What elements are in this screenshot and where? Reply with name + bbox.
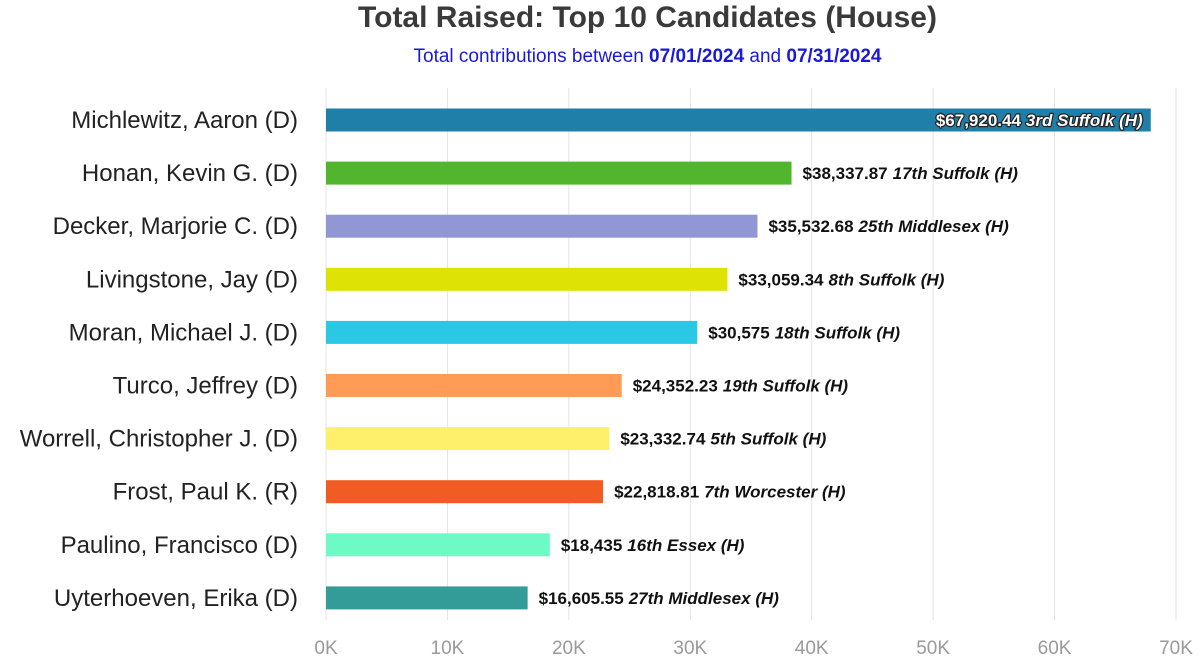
data-label-district: 7th Worcester (H) (704, 483, 846, 502)
data-label-value: $33,059.34 (738, 270, 824, 289)
bar (326, 267, 728, 291)
x-tick-label: 10K (431, 638, 465, 659)
category-label: Livingstone, Jay (D) (86, 266, 298, 293)
data-label-district: 27th Middlesex (H) (628, 589, 780, 608)
data-label: $35,532.68 25th Middlesex (H) (768, 217, 1009, 236)
data-label-value: $22,818.81 (614, 483, 699, 502)
data-label-value: $35,532.68 (768, 217, 853, 236)
data-label: $16,605.55 27th Middlesex (H) (539, 589, 780, 608)
category-label: Decker, Marjorie C. (D) (53, 213, 298, 240)
subtitle-end-date: 07/31/2024 (786, 46, 882, 67)
subtitle-connector: and (749, 46, 782, 67)
data-label-value: $67,920.44 (936, 111, 1022, 130)
data-label: $33,059.34 8th Suffolk (H) (738, 270, 944, 289)
data-labels: $67,920.44 3rd Suffolk (H) $38,337.87 17th … (539, 110, 1145, 608)
data-label-district: 17th Suffolk (H) (893, 164, 1019, 183)
subtitle-prefix: Total contributions between (413, 46, 644, 67)
category-label: Paulino, Francisco (D) (61, 532, 298, 559)
bar (326, 320, 698, 344)
x-tick-label: 0K (314, 638, 338, 659)
bar (326, 427, 610, 451)
category-labels: Michlewitz, Aaron (D) Honan, Kevin G. (D)… (20, 107, 298, 612)
data-label-district: 18th Suffolk (H) (775, 323, 901, 342)
data-label-value: $16,605.55 (539, 589, 624, 608)
data-label: $22,818.81 7th Worcester (H) (614, 483, 846, 502)
category-label: Uyterhoeven, Erika (D) (54, 585, 298, 612)
data-label-value: $18,435 (561, 536, 622, 555)
category-label: Turco, Jeffrey (D) (113, 373, 298, 400)
bar (326, 161, 792, 185)
category-label: Michlewitz, Aaron (D) (71, 107, 298, 134)
x-tick-label: 50K (916, 638, 950, 659)
data-label: $18,435 16th Essex (H) (561, 536, 745, 555)
x-axis-ticks: 0K 10K 20K 30K 40K 50K 60K 70K (314, 638, 1193, 659)
chart-subtitle: Total contributions between 07/01/2024 a… (0, 45, 1200, 69)
bars (326, 108, 1151, 610)
data-label-district: 5th Suffolk (H) (710, 430, 826, 449)
category-label: Worrell, Christopher J. (D) (20, 426, 298, 453)
x-tick-label: 30K (673, 638, 707, 659)
x-tick-label: 40K (795, 638, 829, 659)
x-tick-label: 60K (1038, 638, 1072, 659)
bar (326, 480, 604, 504)
data-label-value: $30,575 (708, 323, 769, 342)
chart-title: Total Raised: Top 10 Candidates (House) (358, 1, 937, 34)
x-tick-label: 70K (1159, 638, 1193, 659)
data-label-district: 8th Suffolk (H) (829, 270, 945, 289)
bar (326, 586, 528, 610)
bar (326, 214, 758, 238)
bar (326, 533, 550, 557)
data-label-value: $23,332.74 (620, 430, 706, 449)
x-tick-label: 20K (552, 638, 586, 659)
data-label-district: 3rd Suffolk (H) (1026, 111, 1143, 130)
data-label-district: 25th Middlesex (H) (858, 217, 1010, 236)
category-label: Frost, Paul K. (R) (113, 479, 298, 506)
data-label-value: $38,337.87 (803, 164, 888, 183)
data-label: $67,920.44 3rd Suffolk (H) (936, 111, 1143, 130)
data-label: $38,337.87 17th Suffolk (H) (803, 164, 1019, 183)
data-label-value: $24,352.23 (633, 377, 718, 396)
bar (326, 374, 622, 397)
category-label: Moran, Michael J. (D) (69, 319, 298, 346)
data-label: $23,332.74 5th Suffolk (H) (620, 430, 826, 449)
category-label: Honan, Kevin G. (D) (82, 160, 298, 187)
data-label-district: 16th Essex (H) (627, 536, 744, 555)
bar (326, 108, 1151, 132)
data-label-district: 19th Suffolk (H) (723, 377, 849, 396)
data-label: $24,352.23 19th Suffolk (H) (633, 377, 849, 396)
data-label: $30,575 18th Suffolk (H) (708, 323, 900, 342)
subtitle-start-date: 07/01/2024 (649, 46, 745, 67)
